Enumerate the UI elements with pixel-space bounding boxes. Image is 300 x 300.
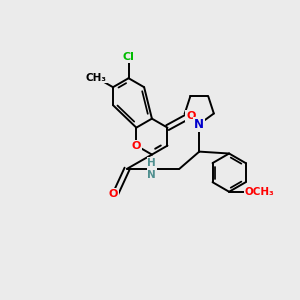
Text: Cl: Cl [123, 52, 134, 62]
Text: H
N: H N [148, 158, 156, 180]
Text: O: O [186, 111, 196, 121]
Text: CH₃: CH₃ [86, 73, 107, 82]
Text: O: O [132, 141, 141, 151]
Text: OCH₃: OCH₃ [245, 187, 274, 197]
Text: N: N [194, 118, 204, 130]
Text: O: O [109, 189, 118, 199]
